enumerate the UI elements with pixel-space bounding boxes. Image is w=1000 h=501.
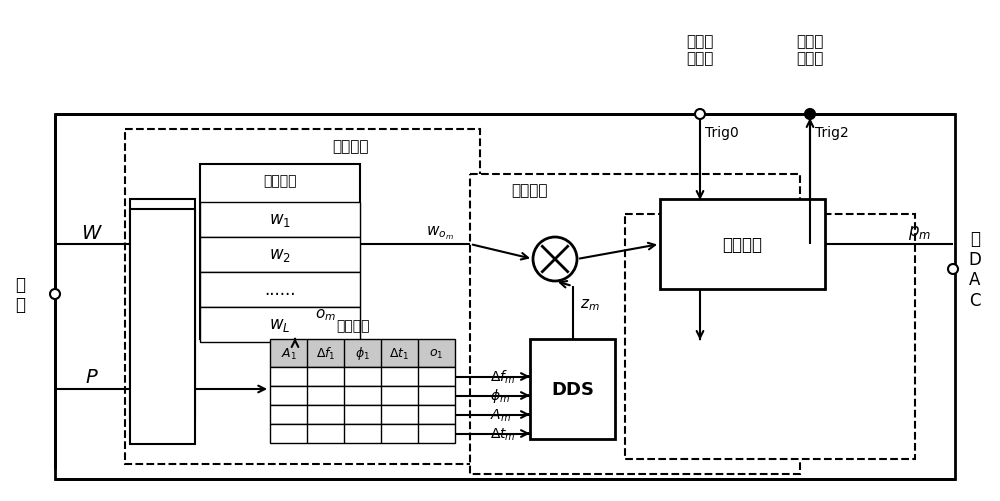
- Text: $\Delta f_1$: $\Delta f_1$: [316, 345, 335, 361]
- Bar: [125, 130, 480, 464]
- Text: $p_m$: $p_m$: [908, 223, 932, 241]
- Text: DDS: DDS: [551, 380, 594, 398]
- Text: Trig2: Trig2: [815, 126, 849, 140]
- Bar: [270, 386, 455, 405]
- Text: $\phi_m$: $\phi_m$: [490, 387, 510, 405]
- Bar: [270, 339, 455, 367]
- Text: $\Delta f_m$: $\Delta f_m$: [490, 368, 515, 385]
- Text: $w_1$: $w_1$: [269, 211, 291, 229]
- Bar: [470, 175, 800, 474]
- Bar: [55, 115, 955, 479]
- Bar: [530, 339, 615, 439]
- Circle shape: [50, 290, 60, 300]
- Text: 脉冲基
准信号: 脉冲基 准信号: [686, 34, 714, 66]
- Text: $\Delta t_1$: $\Delta t_1$: [389, 346, 410, 361]
- Text: $A_1$: $A_1$: [281, 346, 296, 361]
- Text: $w_L$: $w_L$: [269, 316, 291, 334]
- Bar: [200, 165, 360, 339]
- Bar: [200, 202, 360, 237]
- Bar: [270, 405, 455, 424]
- Text: $o_1$: $o_1$: [429, 347, 444, 360]
- Text: ......: ......: [264, 281, 296, 299]
- Text: $W$: $W$: [81, 224, 103, 243]
- Bar: [270, 424, 455, 443]
- Text: $A_m$: $A_m$: [490, 406, 511, 423]
- Bar: [200, 308, 360, 342]
- Text: $w_{o_m}$: $w_{o_m}$: [426, 224, 454, 241]
- Text: 接
口: 接 口: [15, 275, 25, 314]
- Bar: [270, 367, 455, 386]
- Bar: [200, 273, 360, 308]
- Text: $w_2$: $w_2$: [269, 246, 291, 264]
- Text: $\Delta t_m$: $\Delta t_m$: [490, 425, 516, 442]
- Bar: [130, 209, 195, 444]
- Bar: [625, 214, 915, 459]
- Bar: [130, 199, 195, 419]
- Circle shape: [948, 265, 958, 275]
- Text: $o_m$: $o_m$: [315, 307, 336, 322]
- Text: 至
D
A
C: 至 D A C: [969, 229, 981, 310]
- Text: Trig0: Trig0: [705, 126, 739, 140]
- Circle shape: [533, 237, 577, 282]
- Text: 延时模块: 延时模块: [722, 235, 763, 254]
- Text: 参数缓存: 参数缓存: [337, 318, 370, 332]
- Text: $z_m$: $z_m$: [580, 297, 600, 312]
- Text: $\phi_1$: $\phi_1$: [355, 345, 370, 362]
- Bar: [660, 199, 825, 290]
- Circle shape: [805, 110, 815, 120]
- Bar: [200, 237, 360, 273]
- Circle shape: [695, 110, 705, 120]
- Text: 发射触
发信号: 发射触 发信号: [796, 34, 824, 66]
- Text: 缓存模块: 缓存模块: [332, 139, 368, 154]
- Text: $P$: $P$: [85, 368, 99, 387]
- Text: 调制模块: 调制模块: [512, 183, 548, 198]
- Text: 波形缓存: 波形缓存: [263, 174, 297, 188]
